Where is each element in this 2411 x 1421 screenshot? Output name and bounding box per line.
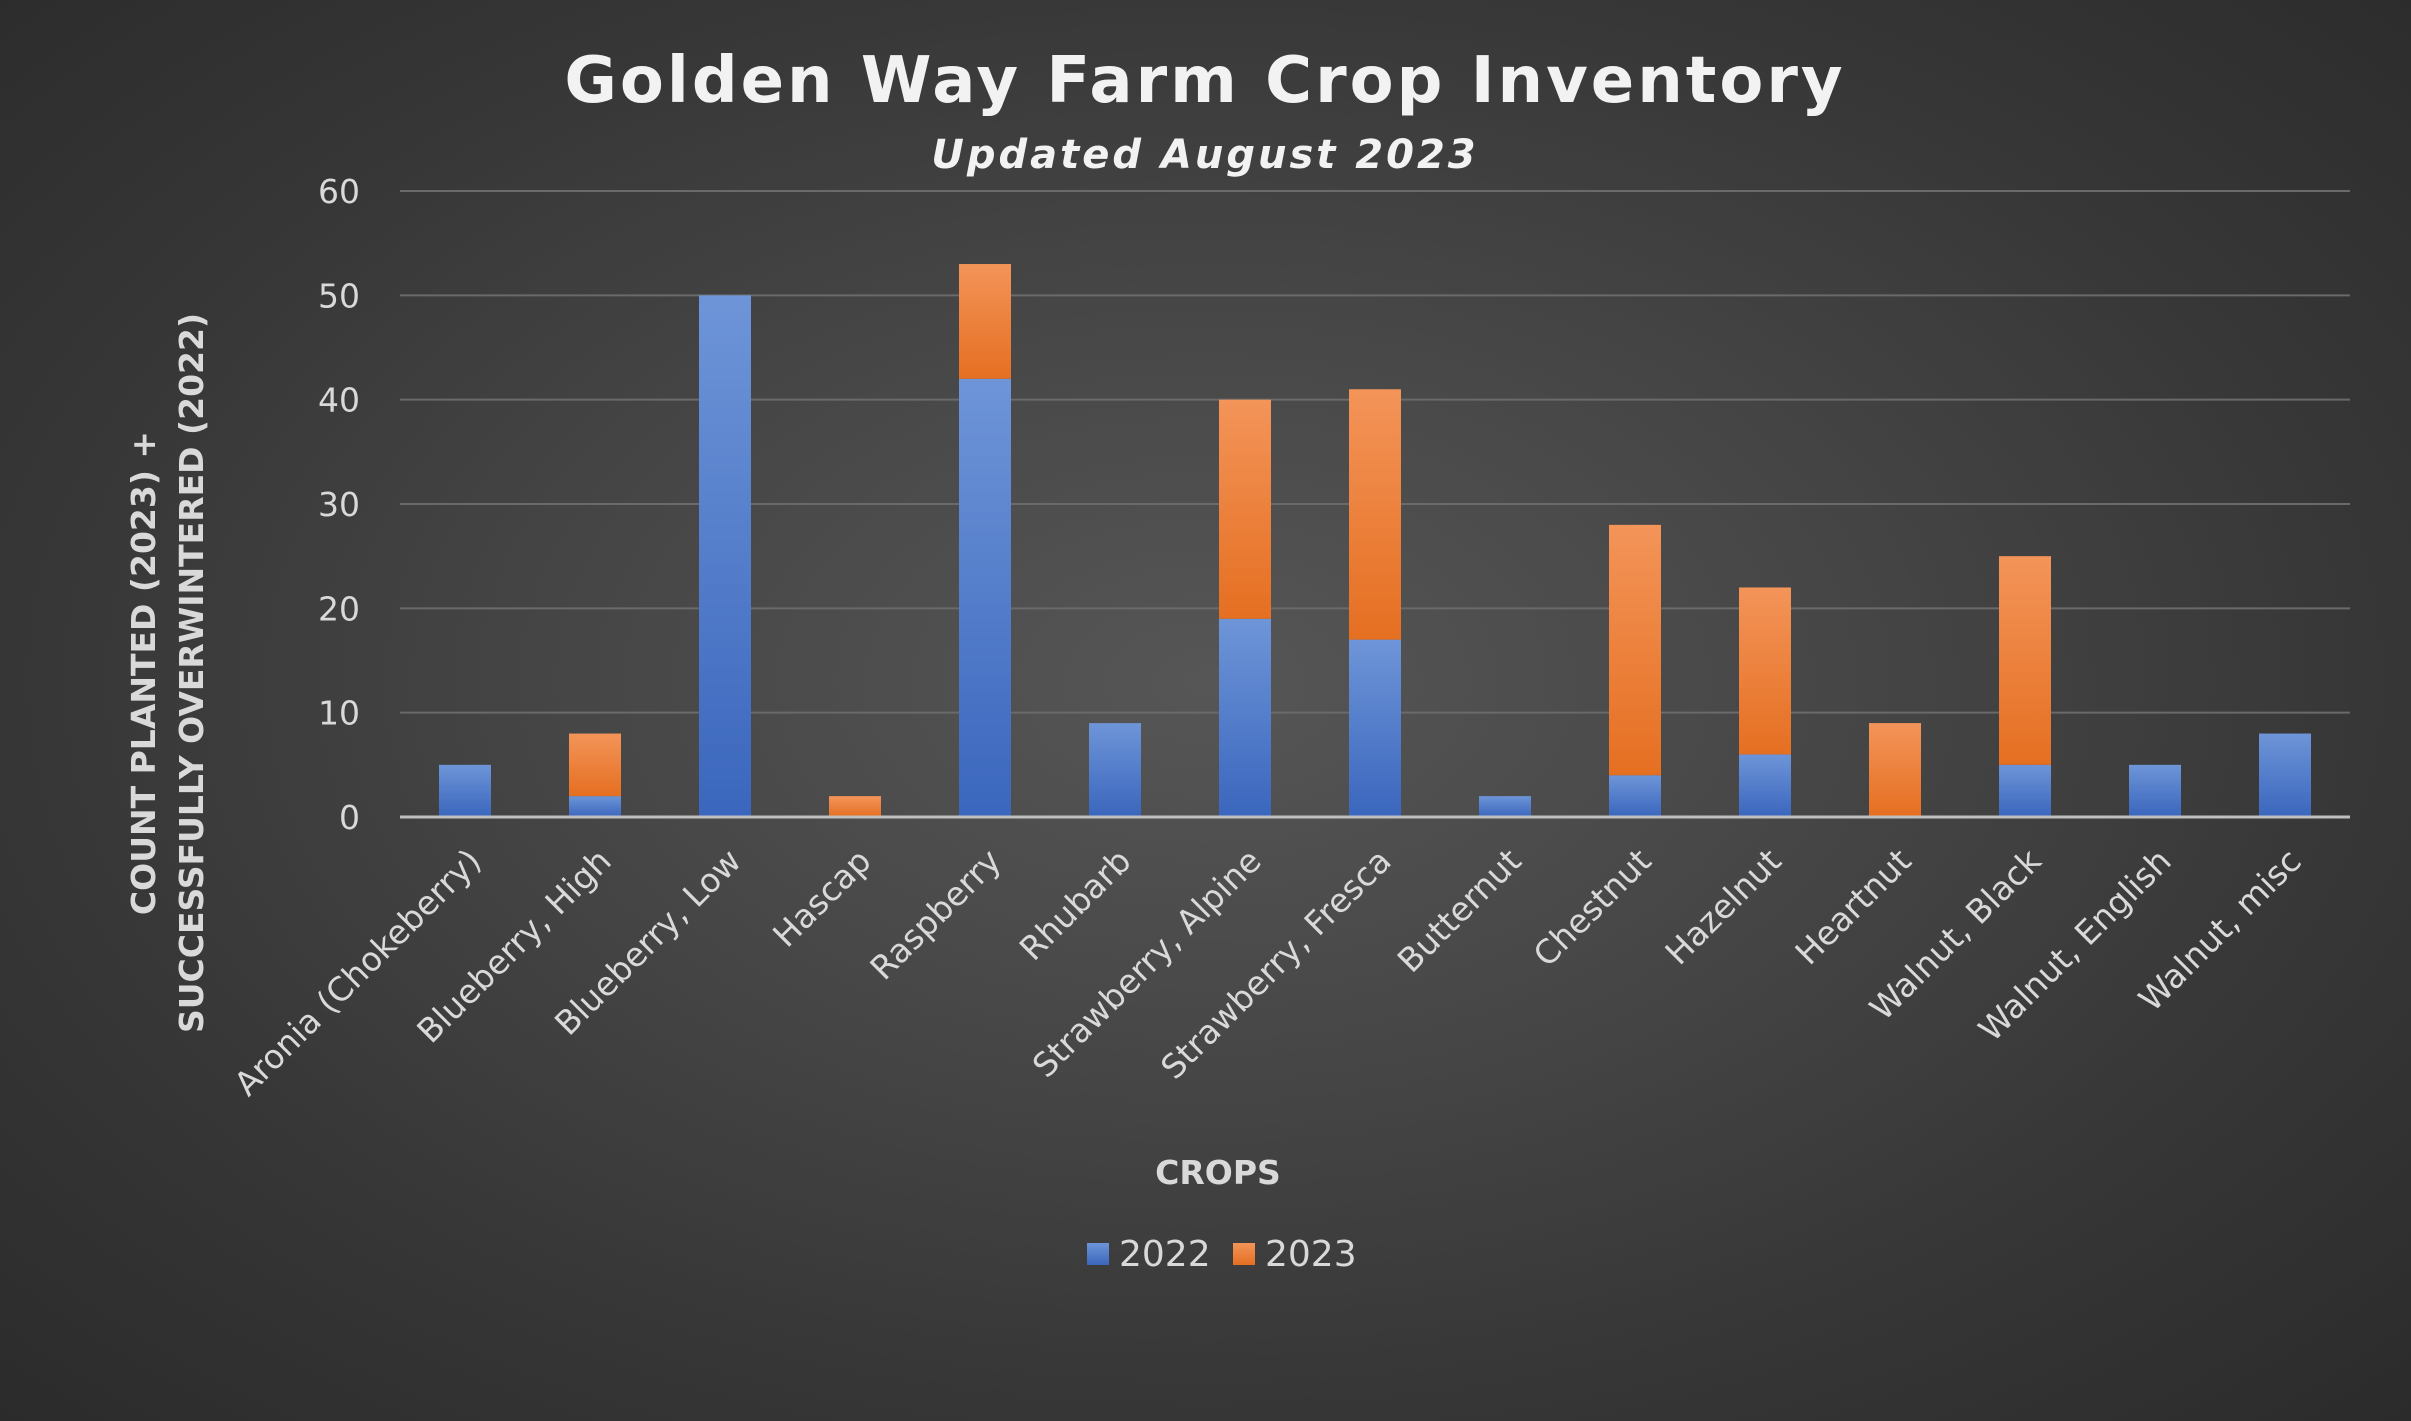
y-axis-label: COUNT PLANTED (2023) + SUCCESSFULLY OVER…	[124, 313, 211, 1033]
y-axis-label-line-2: SUCCESSFULLY OVERWINTERED (2022)	[172, 313, 211, 1033]
bar-2023	[569, 733, 621, 797]
x-tick-label: Strawberry, Alpine	[1025, 841, 1269, 1085]
bar-2022	[1609, 775, 1661, 817]
legend: 2022 2023	[1087, 1234, 1357, 1275]
x-axis-label: CROPS	[1155, 1153, 1281, 1192]
chart-subtitle: Updated August 2023	[931, 132, 1478, 178]
x-tick-label: Aronia (Chokeberry)	[226, 841, 488, 1103]
y-tick-label: 30	[318, 485, 360, 524]
bar-2022	[439, 764, 491, 817]
bar-2022	[699, 295, 751, 817]
bar-2022	[1479, 796, 1531, 817]
y-tick-label: 60	[318, 172, 360, 211]
x-tick-label: Heartnut	[1787, 841, 1918, 972]
legend-label-2022: 2022	[1119, 1234, 1211, 1275]
y-axis-label-line-1: COUNT PLANTED (2023) +	[124, 431, 163, 915]
legend-swatch-2022	[1087, 1243, 1109, 1265]
x-tick-label: Raspberry	[862, 841, 1008, 987]
legend-swatch-2023	[1233, 1243, 1255, 1265]
bar-2022	[2259, 733, 2311, 817]
x-tick-label: Hazelnut	[1657, 841, 1788, 972]
bar-2022	[1089, 723, 1141, 817]
x-axis-ticks: Aronia (Chokeberry)Blueberry, HighBluebe…	[226, 840, 2308, 1103]
bar-2022	[569, 796, 621, 817]
y-tick-label: 20	[318, 589, 360, 628]
x-tick-label: Chestnut	[1526, 841, 1659, 974]
x-tick-label: Butternut	[1390, 841, 1529, 980]
bar-2023	[1609, 524, 1661, 776]
y-tick-label: 0	[339, 798, 360, 837]
bar-2022	[1219, 618, 1271, 817]
bar-2022	[1739, 754, 1791, 817]
x-tick-label: Strawberry, Fresca	[1153, 841, 1399, 1087]
bars	[439, 264, 2311, 817]
x-tick-label: Hascap	[765, 841, 879, 955]
bar-2023	[829, 796, 881, 817]
bar-2023	[1219, 399, 1271, 619]
legend-label-2023: 2023	[1265, 1234, 1357, 1275]
y-tick-label: 40	[318, 381, 360, 420]
chart-title: Golden Way Farm Crop Inventory	[564, 44, 1845, 118]
bar-2022	[1999, 764, 2051, 817]
bar-2022	[1349, 639, 1401, 817]
y-tick-label: 10	[318, 694, 360, 733]
bar-2023	[1869, 723, 1921, 817]
bar-2023	[1739, 587, 1791, 755]
y-axis-ticks: 0 10 20 30 40 50 60	[318, 172, 360, 837]
bar-2022	[959, 378, 1011, 817]
y-tick-label: 50	[318, 276, 360, 315]
x-tick-label: Rhubarb	[1012, 841, 1139, 968]
bar-2023	[1999, 556, 2051, 765]
bar-2023	[1349, 389, 1401, 640]
bar-2023	[959, 264, 1011, 379]
bar-2022	[2129, 764, 2181, 817]
